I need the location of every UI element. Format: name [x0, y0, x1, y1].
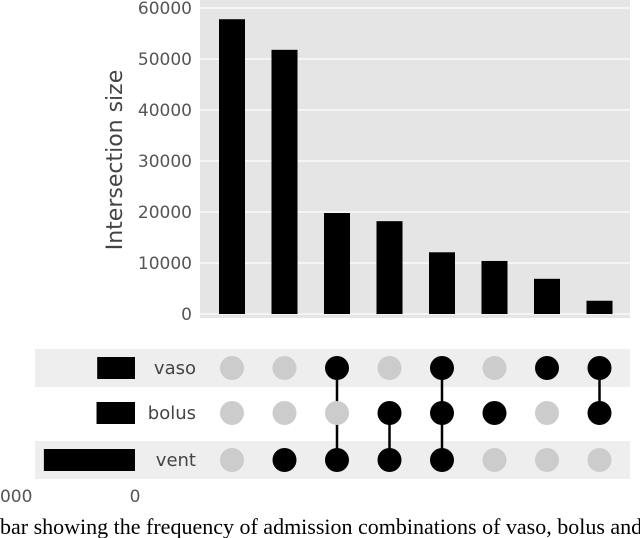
matrix-dot-inactive: [220, 401, 244, 425]
set-label: bolus: [148, 403, 196, 424]
matrix-dot-active: [377, 448, 402, 472]
matrix-dot-inactive: [220, 448, 244, 472]
matrix-dot-active: [482, 401, 507, 425]
matrix-dots: [220, 356, 612, 472]
y-axis-title: Intersection size: [103, 70, 128, 251]
matrix-dot-inactive: [272, 401, 297, 425]
matrix-dot-inactive: [220, 356, 244, 380]
matrix-dot-active: [430, 448, 454, 472]
y-tick-label: 50000: [138, 50, 192, 70]
matrix-dot-active: [430, 356, 454, 380]
matrix-dot-active: [587, 356, 612, 380]
intersection-bar: [324, 213, 350, 314]
matrix-dot-active: [535, 356, 559, 380]
y-tick-label: 20000: [138, 203, 192, 223]
set-size-axis-ticks: 100000 0: [0, 487, 140, 507]
set-size-bar: [43, 449, 135, 471]
y-tick-label: 40000: [138, 101, 192, 121]
matrix-dot-inactive: [535, 448, 559, 472]
intersection-bar: [481, 260, 508, 314]
set-size-tick-label: 0: [130, 487, 141, 507]
set-labels: vaso bolus vent: [148, 358, 196, 471]
matrix-dot-inactive: [377, 356, 402, 380]
bar-panel-background: [200, 0, 630, 318]
y-tick-label: 0: [181, 305, 192, 325]
matrix-dot-inactive: [325, 401, 349, 425]
intersection-bars: [219, 19, 613, 314]
y-tick-label: 10000: [138, 254, 192, 274]
intersection-bar: [534, 278, 560, 314]
intersection-bar: [586, 300, 613, 314]
matrix-dot-active: [325, 448, 349, 472]
matrix-dot-active: [430, 401, 454, 425]
matrix-dot-inactive: [587, 448, 612, 472]
matrix-dot-inactive: [272, 356, 297, 380]
matrix-dot-inactive: [482, 448, 507, 472]
intersection-bar: [271, 49, 298, 314]
intersection-bar: [429, 252, 455, 314]
set-label: vent: [156, 450, 196, 471]
y-tick-label: 30000: [138, 152, 192, 172]
matrix-dot-inactive: [535, 401, 559, 425]
set-size-bars: [43, 357, 135, 471]
figure-caption: bar showing the frequency of admission c…: [0, 516, 640, 538]
set-size-bar: [96, 402, 135, 424]
set-size-tick-label: 100000: [0, 487, 32, 507]
y-axis-ticks: 0 10000 20000 30000 40000 50000 60000: [138, 0, 192, 325]
set-label: vaso: [154, 358, 196, 379]
matrix-dot-inactive: [482, 356, 507, 380]
matrix-dot-active: [272, 448, 297, 472]
intersection-bar: [219, 19, 245, 314]
matrix-dot-active: [587, 401, 612, 425]
matrix-dot-active: [377, 401, 402, 425]
intersection-bar: [376, 221, 403, 314]
matrix-dot-active: [325, 356, 349, 380]
y-tick-label: 60000: [138, 0, 192, 19]
set-size-bar: [97, 357, 135, 379]
upset-plot: 0 10000 20000 30000 40000 50000 60000 Intersec…: [0, 0, 630, 507]
